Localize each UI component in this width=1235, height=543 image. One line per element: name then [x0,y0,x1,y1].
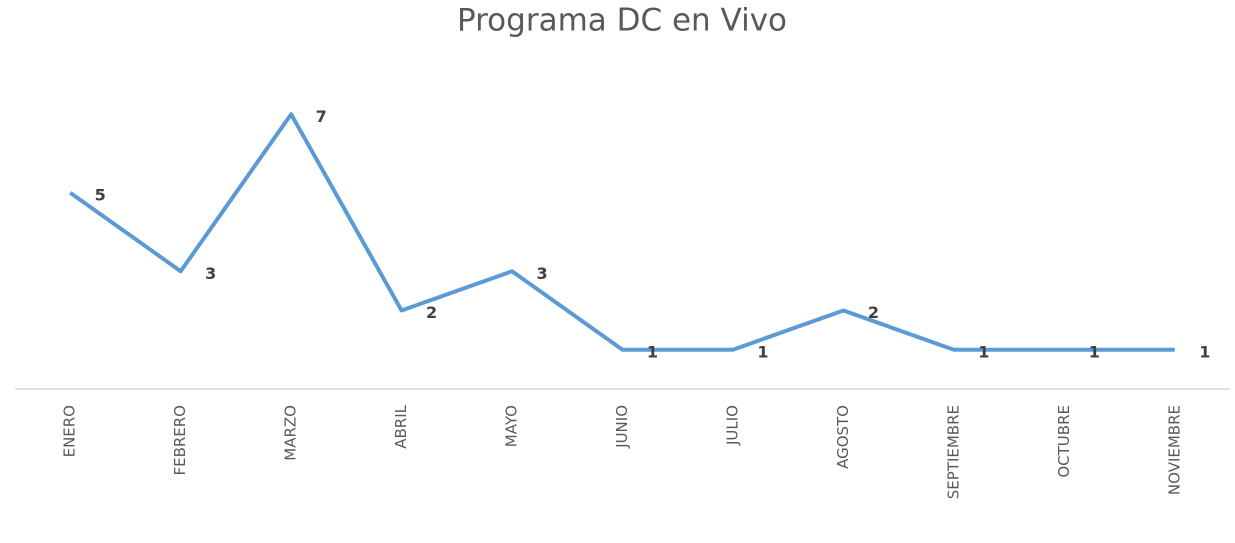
x-tick-label: SEPTIEMBRE [944,405,962,499]
x-tick-label: MAYO [503,405,521,447]
data-label: 3 [205,264,216,283]
data-line [69,112,1175,352]
x-tick-label: MARZO [282,405,300,461]
chart-title: Programa DC en Vivo [457,3,787,39]
data-label: 5 [95,185,106,204]
x-tick-label: JULIO [723,405,741,446]
x-tick-label: AGOSTO [834,405,852,469]
x-tick-label: NOVIEMBRE [1165,405,1183,495]
data-label: 7 [316,107,327,126]
data-label: 2 [868,303,879,322]
x-tick-label: OCTUBRE [1055,405,1073,478]
data-label: 1 [647,342,658,361]
x-tick-label: FEBRERO [171,405,189,476]
data-label: 1 [978,342,989,361]
x-tick-label: ABRIL [392,404,410,448]
data-label: 2 [426,303,437,322]
x-tick-label: ENERO [61,405,79,457]
x-tick-label: JUNIO [613,405,631,449]
data-label: 1 [1089,342,1100,361]
data-label: 1 [757,342,768,361]
data-label: 3 [536,264,547,283]
data-label: 1 [1199,342,1210,361]
